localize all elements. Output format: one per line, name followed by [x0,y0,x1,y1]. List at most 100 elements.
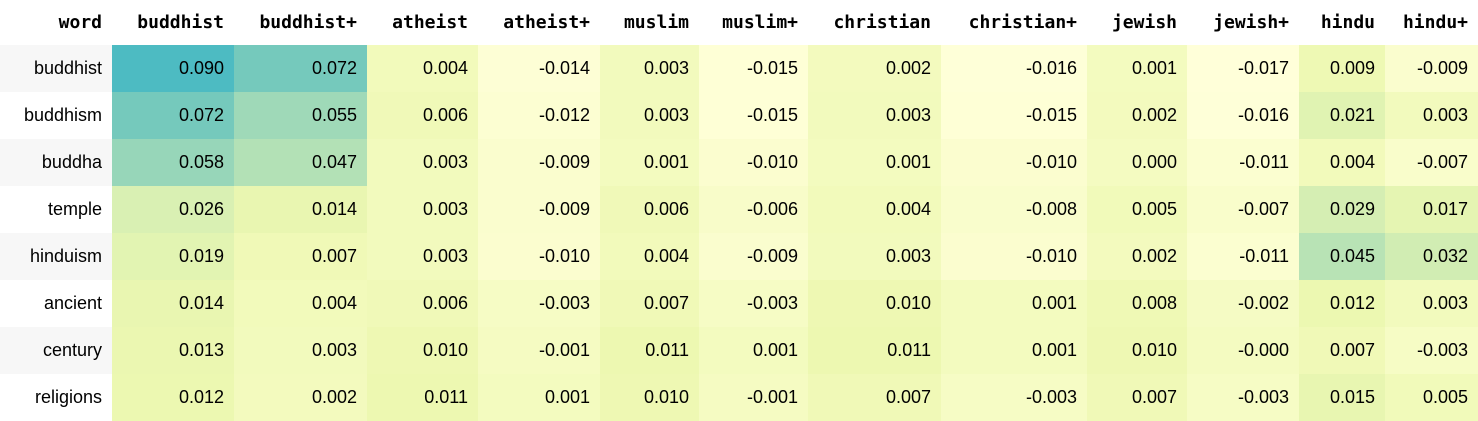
cell-atheist: 0.003 [367,233,478,280]
cell-buddhist-plus: 0.072 [234,45,367,92]
cell-atheist-plus: -0.009 [478,186,600,233]
cell-jewish-plus: -0.003 [1187,374,1299,421]
cell-muslim-plus: -0.001 [699,374,808,421]
cell-jewish: 0.002 [1087,92,1187,139]
cell-buddhist-plus: 0.003 [234,327,367,374]
cell-muslim: 0.006 [600,186,699,233]
table-row: ancient 0.014 0.004 0.006 -0.003 0.007 -0.003 0… [0,280,1478,327]
row-label: buddhism [0,92,112,139]
row-label: buddhist [0,45,112,92]
cell-hindu-plus: 0.003 [1385,92,1478,139]
column-header-atheist-plus: atheist+ [503,12,590,33]
cell-atheist-plus: -0.010 [478,233,600,280]
cell-hindu: 0.029 [1299,186,1385,233]
column-header-word: word [58,12,102,33]
cell-muslim: 0.007 [600,280,699,327]
cell-muslim: 0.010 [600,374,699,421]
cell-atheist: 0.003 [367,139,478,186]
cell-jewish: 0.007 [1087,374,1187,421]
cell-christian-plus: 0.001 [941,327,1087,374]
cell-christian: 0.001 [808,139,941,186]
cell-buddhist: 0.090 [112,45,234,92]
cell-atheist: 0.006 [367,92,478,139]
cell-jewish-plus: -0.007 [1187,186,1299,233]
cell-christian: 0.003 [808,233,941,280]
column-header-buddhist: buddhist [137,12,224,33]
cell-jewish-plus: -0.000 [1187,327,1299,374]
cell-atheist-plus: -0.001 [478,327,600,374]
cell-muslim-plus: -0.010 [699,139,808,186]
cell-buddhist: 0.072 [112,92,234,139]
cell-hindu: 0.045 [1299,233,1385,280]
row-label: religions [0,374,112,421]
cell-atheist-plus: -0.009 [478,139,600,186]
cell-hindu: 0.015 [1299,374,1385,421]
cell-buddhist-plus: 0.014 [234,186,367,233]
cell-atheist-plus: 0.001 [478,374,600,421]
cell-hindu: 0.009 [1299,45,1385,92]
cell-atheist: 0.003 [367,186,478,233]
table-row: religions 0.012 0.002 0.011 0.001 0.010 -0.001… [0,374,1478,421]
cell-atheist: 0.010 [367,327,478,374]
column-header-atheist: atheist [392,12,468,33]
cell-atheist: 0.006 [367,280,478,327]
cell-hindu-plus: -0.003 [1385,327,1478,374]
cell-muslim: 0.003 [600,92,699,139]
cell-jewish-plus: -0.011 [1187,233,1299,280]
cell-muslim-plus: -0.009 [699,233,808,280]
table-row: buddhism 0.072 0.055 0.006 -0.012 0.003 -0.015… [0,92,1478,139]
cell-buddhist: 0.012 [112,374,234,421]
cell-muslim: 0.011 [600,327,699,374]
row-label: ancient [0,280,112,327]
table-row: buddhist 0.090 0.072 0.004 -0.014 0.003 -0.015… [0,45,1478,92]
column-header-hindu: hindu [1320,12,1375,33]
cell-hindu: 0.012 [1299,280,1385,327]
cell-jewish: 0.001 [1087,45,1187,92]
cell-buddhist: 0.019 [112,233,234,280]
cell-jewish: 0.002 [1087,233,1187,280]
column-header-hindu-plus: hindu+ [1402,12,1468,33]
table-row: hinduism 0.019 0.007 0.003 -0.010 0.004 -0.009… [0,233,1478,280]
cell-christian-plus: -0.016 [941,45,1087,92]
cell-jewish: 0.010 [1087,327,1187,374]
column-header-christian-plus: christian+ [968,12,1077,33]
column-header-jewish-plus: jewish+ [1213,12,1289,33]
cell-muslim-plus: -0.003 [699,280,808,327]
cell-buddhist-plus: 0.047 [234,139,367,186]
row-label: hinduism [0,233,112,280]
cell-jewish-plus: -0.016 [1187,92,1299,139]
cell-buddhist: 0.026 [112,186,234,233]
cell-jewish-plus: -0.002 [1187,280,1299,327]
cell-buddhist: 0.058 [112,139,234,186]
table-body: buddhist 0.090 0.072 0.004 -0.014 0.003 -0.015… [0,45,1478,421]
cell-muslim-plus: -0.015 [699,45,808,92]
cell-muslim: 0.001 [600,139,699,186]
cell-christian: 0.010 [808,280,941,327]
cell-muslim-plus: 0.001 [699,327,808,374]
cell-buddhist-plus: 0.007 [234,233,367,280]
column-header-muslim-plus: muslim+ [722,12,798,33]
cell-jewish: 0.005 [1087,186,1187,233]
cell-christian-plus: 0.001 [941,280,1087,327]
table-row: buddha 0.058 0.047 0.003 -0.009 0.001 -0.010 0.… [0,139,1478,186]
cell-hindu-plus: 0.017 [1385,186,1478,233]
cell-atheist: 0.011 [367,374,478,421]
cell-christian-plus: -0.010 [941,233,1087,280]
cell-hindu: 0.004 [1299,139,1385,186]
cell-buddhist-plus: 0.055 [234,92,367,139]
cell-buddhist: 0.014 [112,280,234,327]
cell-christian: 0.003 [808,92,941,139]
row-label: temple [0,186,112,233]
cell-christian: 0.007 [808,374,941,421]
cell-christian: 0.004 [808,186,941,233]
cell-christian: 0.002 [808,45,941,92]
column-header-buddhist-plus: buddhist+ [259,12,357,33]
cell-buddhist: 0.013 [112,327,234,374]
cell-jewish: 0.008 [1087,280,1187,327]
cell-muslim-plus: -0.006 [699,186,808,233]
row-label: century [0,327,112,374]
cell-hindu: 0.007 [1299,327,1385,374]
cell-buddhist-plus: 0.004 [234,280,367,327]
cell-christian-plus: -0.015 [941,92,1087,139]
